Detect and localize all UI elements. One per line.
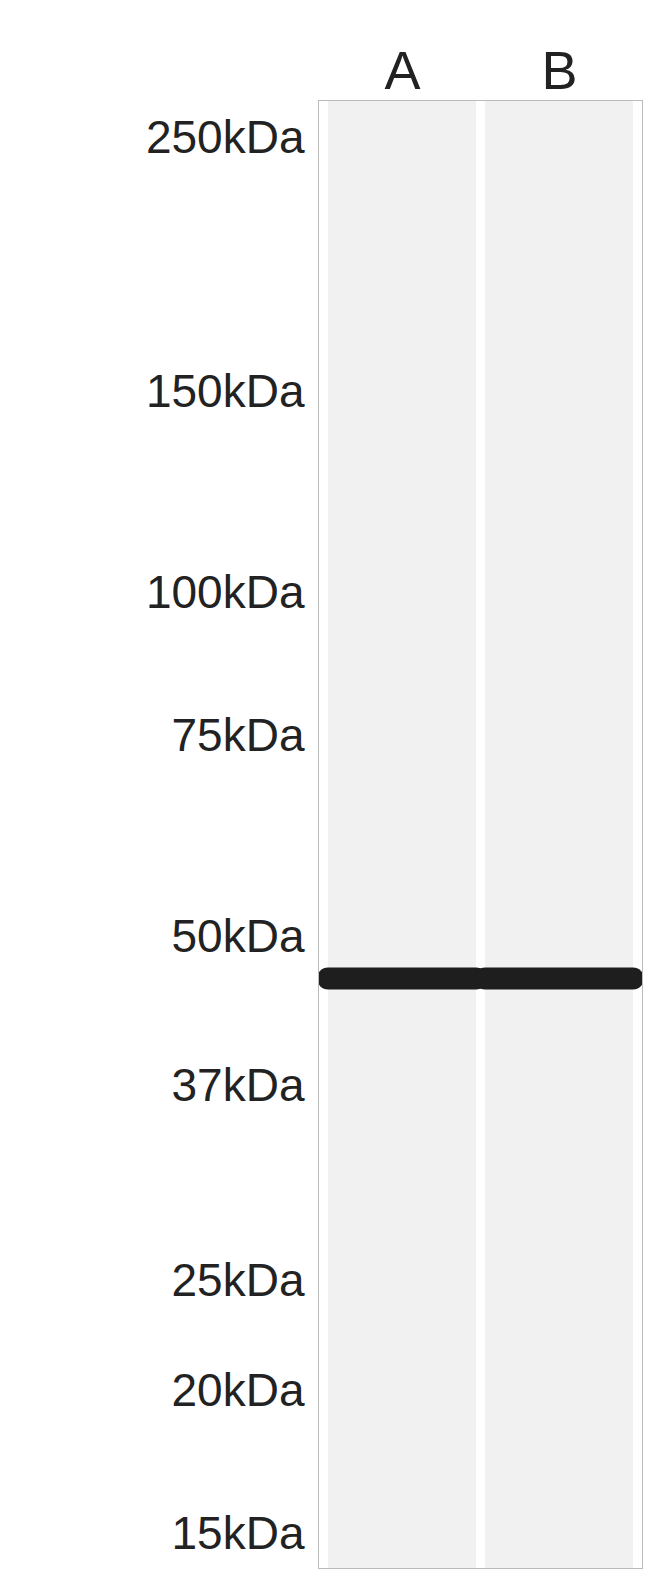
svg-text:250kDa: 250kDa: [146, 111, 305, 163]
svg-text:20kDa: 20kDa: [172, 1364, 305, 1416]
svg-text:37kDa: 37kDa: [172, 1059, 305, 1111]
svg-text:B: B: [541, 40, 577, 100]
svg-text:100kDa: 100kDa: [146, 566, 305, 618]
svg-text:15kDa: 15kDa: [172, 1507, 305, 1559]
svg-text:150kDa: 150kDa: [146, 365, 305, 417]
svg-text:A: A: [384, 40, 420, 100]
svg-text:25kDa: 25kDa: [172, 1254, 305, 1306]
svg-text:50kDa: 50kDa: [172, 910, 305, 962]
svg-text:75kDa: 75kDa: [172, 709, 305, 761]
